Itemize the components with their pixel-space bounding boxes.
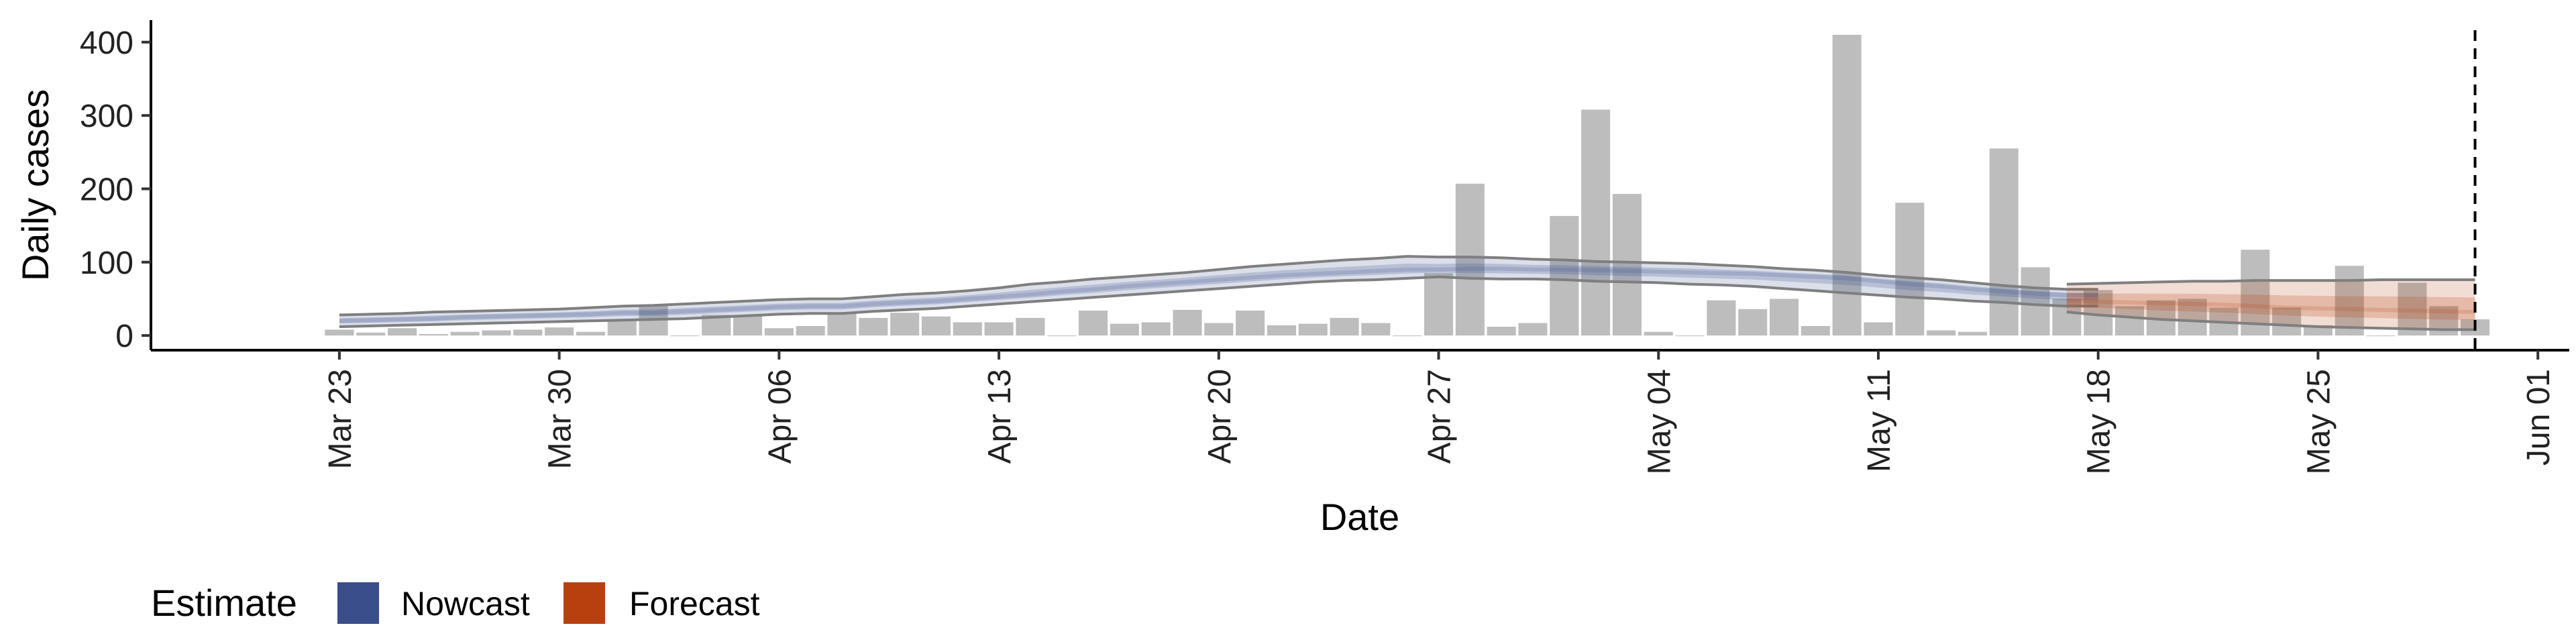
x-tick-label: May 11 — [1862, 369, 1897, 472]
x-tick-label: May 04 — [1642, 369, 1677, 474]
bar — [2178, 299, 2207, 336]
bar — [419, 333, 448, 336]
x-tick-label: Apr 13 — [982, 369, 1018, 464]
x-tick-label: Apr 27 — [1422, 369, 1458, 464]
bar — [1864, 322, 1893, 336]
bar — [1016, 317, 1045, 336]
bar — [764, 328, 794, 336]
bar — [607, 319, 637, 336]
bar — [1989, 148, 2019, 336]
bar — [545, 327, 574, 336]
forecast-band-inner — [2066, 292, 2475, 320]
x-axis-ticks: Mar 23 Mar 30 Apr 06 Apr 13 Apr 20 Apr 27 May … — [323, 350, 2557, 474]
bar — [2272, 307, 2302, 336]
bar — [1581, 109, 1611, 336]
legend-swatch-forecast — [564, 582, 605, 624]
bar — [1298, 323, 1328, 336]
bar — [1707, 300, 1736, 336]
bar — [670, 335, 700, 337]
bar — [1267, 325, 1296, 336]
bar — [482, 330, 511, 336]
bar — [2021, 267, 2050, 336]
bar — [1675, 335, 1705, 337]
legend: Estimate Nowcast Forecast — [151, 582, 760, 624]
bar — [356, 332, 386, 336]
x-tick-label: Mar 23 — [323, 369, 358, 469]
axes — [150, 20, 2569, 352]
bar — [1455, 183, 1485, 336]
bar — [1330, 317, 1359, 336]
bar — [1927, 330, 1956, 336]
bar — [796, 325, 825, 336]
bar — [921, 316, 951, 336]
y-axis-ticks: 0 100 200 300 400 — [80, 25, 151, 354]
bar — [576, 331, 605, 336]
bar — [2366, 335, 2396, 337]
bar — [2398, 282, 2427, 336]
bar — [325, 329, 354, 336]
bar — [1770, 299, 1799, 336]
nowcast-median-line — [339, 266, 2098, 323]
bar — [1361, 323, 1391, 336]
bar — [1487, 327, 1516, 336]
forecast-lower-line — [2066, 311, 2475, 331]
y-tick-label: 200 — [80, 172, 133, 207]
bar — [1204, 323, 1234, 336]
nowcast-band-outer — [339, 256, 2098, 327]
y-tick-label: 300 — [80, 99, 133, 134]
legend-label-nowcast: Nowcast — [401, 585, 530, 623]
bar — [1832, 34, 1862, 336]
bar — [827, 313, 857, 336]
bar — [1079, 310, 1108, 336]
x-tick-label: Apr 20 — [1202, 369, 1238, 464]
bar — [1141, 322, 1171, 336]
bar — [1550, 215, 1579, 336]
y-tick-label: 100 — [80, 246, 133, 281]
x-tick-label: Mar 30 — [543, 369, 578, 469]
bar — [1236, 310, 1265, 336]
bar — [1173, 309, 1202, 336]
y-axis-title: Daily cases — [14, 89, 56, 281]
bar — [1110, 323, 1139, 336]
legend-label-forecast: Forecast — [629, 585, 760, 623]
y-tick-label: 0 — [115, 319, 133, 354]
x-tick-label: May 18 — [2082, 369, 2117, 474]
bar — [2334, 266, 2364, 336]
bar — [2115, 306, 2145, 336]
bar — [1801, 325, 1830, 336]
bar — [1957, 331, 1987, 336]
bar — [890, 313, 920, 336]
bar — [1047, 335, 1077, 337]
bar — [1393, 335, 1422, 337]
bar — [1612, 194, 1642, 336]
x-tick-label: Jun 01 — [2521, 369, 2557, 466]
x-axis-title: Date — [1320, 496, 1399, 538]
bar — [859, 317, 888, 336]
bar — [2241, 250, 2270, 336]
bar — [733, 315, 763, 336]
estimate-bands — [339, 30, 2477, 350]
nowcast-band-inner — [339, 263, 2098, 324]
bar — [1644, 331, 1673, 336]
x-tick-label: May 25 — [2301, 369, 2337, 474]
bar — [953, 322, 982, 336]
legend-title: Estimate — [151, 582, 297, 624]
bar — [1895, 203, 1925, 336]
forecast-band-outer — [2066, 280, 2475, 330]
x-tick-label: Apr 06 — [762, 369, 798, 464]
bar — [450, 331, 480, 336]
nowcast-upper-line — [339, 255, 2098, 317]
bar — [388, 328, 417, 336]
bar — [984, 322, 1014, 336]
y-tick-label: 400 — [80, 25, 133, 61]
nowcast-lower-line — [339, 275, 2098, 328]
legend-swatch-nowcast — [337, 582, 379, 624]
bar — [513, 329, 543, 336]
bar — [1738, 309, 1768, 336]
forecast-median-line — [2066, 298, 2475, 315]
forecast-upper-line — [2066, 278, 2475, 286]
bar — [1424, 273, 1454, 336]
bar — [1518, 323, 1548, 336]
